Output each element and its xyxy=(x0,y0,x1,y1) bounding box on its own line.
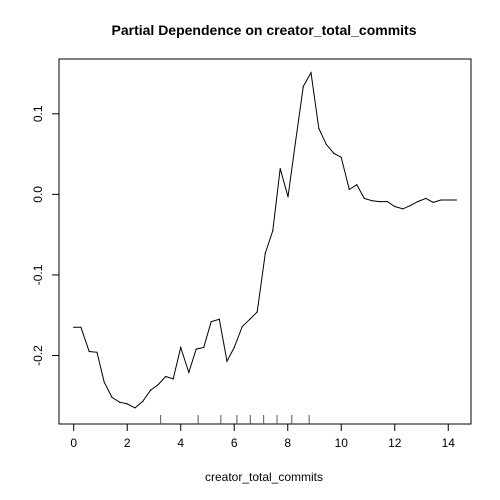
data-point xyxy=(180,346,182,349)
data-point xyxy=(134,407,136,409)
x-tick-label: 6 xyxy=(231,436,238,450)
chart-title: Partial Dependence on creator_total_comm… xyxy=(112,22,417,38)
x-tick-label: 0 xyxy=(70,436,77,450)
data-point xyxy=(394,205,396,208)
data-point xyxy=(142,400,144,403)
x-tick-label: 10 xyxy=(335,436,349,450)
data-point xyxy=(73,326,75,328)
y-tick-label: -0.1 xyxy=(31,264,45,285)
data-point xyxy=(279,167,281,170)
data-point xyxy=(119,401,121,403)
data-point xyxy=(310,72,312,74)
data-point xyxy=(447,199,449,201)
data-point xyxy=(96,351,98,353)
series-line xyxy=(73,71,457,409)
data-point xyxy=(157,383,159,386)
data-point xyxy=(432,201,434,204)
data-point xyxy=(455,199,457,201)
x-axis: 0 2 4 6 8 10 12 14 xyxy=(70,423,456,450)
data-point xyxy=(287,196,289,198)
data-point xyxy=(210,321,212,323)
data-point xyxy=(318,127,320,129)
y-axis: -0.2 -0.1 0.0 0.1 xyxy=(31,105,60,366)
series-group xyxy=(73,71,457,409)
data-point xyxy=(195,348,197,350)
data-point xyxy=(218,318,220,320)
y-tick-label: -0.2 xyxy=(31,345,45,366)
data-point xyxy=(417,201,419,203)
data-point xyxy=(188,371,190,374)
data-point xyxy=(294,141,297,143)
data-point xyxy=(80,326,82,328)
data-point xyxy=(409,205,411,207)
data-point xyxy=(233,346,235,349)
data-point xyxy=(325,143,327,146)
data-point xyxy=(249,318,251,320)
data-point xyxy=(149,389,152,391)
data-point xyxy=(165,375,167,378)
data-point xyxy=(425,197,427,199)
x-tick-label: 8 xyxy=(284,436,291,450)
x-tick-label: 12 xyxy=(388,436,402,450)
data-point xyxy=(356,184,358,186)
plot-frame xyxy=(58,58,472,425)
data-point xyxy=(226,360,228,362)
data-point xyxy=(302,85,304,87)
data-point xyxy=(172,378,174,380)
data-point xyxy=(386,201,388,203)
x-tick-label: 14 xyxy=(442,436,456,450)
data-point xyxy=(126,403,128,405)
data-point xyxy=(256,311,258,313)
rug-marks xyxy=(160,415,310,424)
data-point xyxy=(103,381,105,383)
data-point xyxy=(111,396,113,399)
x-tick-label: 2 xyxy=(124,436,131,450)
data-point xyxy=(272,230,274,232)
data-point xyxy=(203,346,205,349)
data-point xyxy=(348,188,350,191)
data-point xyxy=(264,252,266,254)
y-tick-label: 0.1 xyxy=(31,105,45,122)
data-point xyxy=(88,350,90,353)
data-point xyxy=(440,199,442,201)
y-tick-label: 0.0 xyxy=(31,186,45,203)
data-point xyxy=(371,200,373,202)
data-point xyxy=(333,152,335,154)
data-point xyxy=(402,208,404,210)
data-point xyxy=(379,201,381,203)
x-tick-label: 4 xyxy=(177,436,184,450)
data-point xyxy=(340,156,342,158)
data-point xyxy=(363,197,365,199)
x-axis-label: creator_total_commits xyxy=(205,470,323,484)
data-point xyxy=(241,325,243,328)
